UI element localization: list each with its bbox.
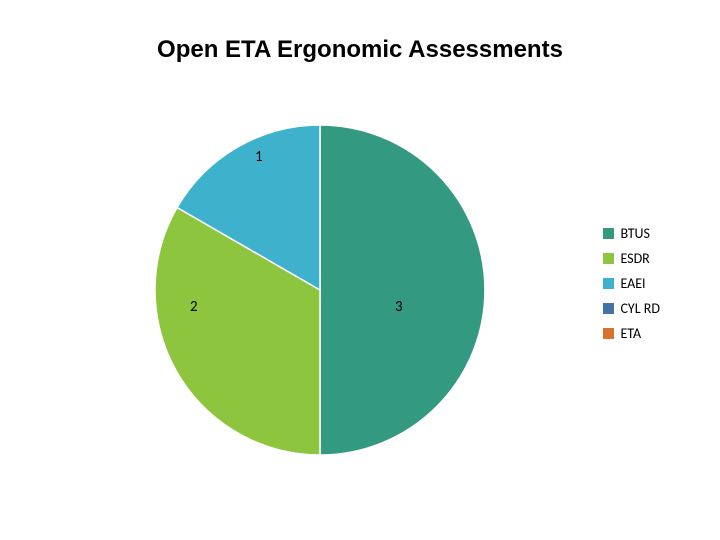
slice-label-esdr: 2 [190, 298, 198, 316]
legend-label: CYL RD [620, 300, 660, 317]
pie-chart: 3 2 1 [150, 100, 490, 440]
legend-item-btus: BTUS [603, 225, 660, 242]
legend-swatch-icon [603, 253, 614, 264]
legend-swatch-icon [603, 328, 614, 339]
slice-label-eaei: 1 [255, 148, 263, 166]
legend-item-eta: ETA [603, 325, 660, 342]
pie-slice-btus [320, 125, 485, 455]
legend-item-cyl-rd: CYL RD [603, 300, 660, 317]
legend-label: ETA [620, 325, 641, 342]
pie-svg [150, 100, 490, 480]
legend-label: BTUS [620, 225, 650, 242]
legend-label: ESDR [620, 250, 649, 267]
legend-swatch-icon [603, 228, 614, 239]
legend-swatch-icon [603, 303, 614, 314]
slice-label-btus: 3 [395, 298, 403, 316]
legend-item-eaei: EAEI [603, 275, 660, 292]
legend-label: EAEI [620, 275, 645, 292]
legend: BTUS ESDR EAEI CYL RD ETA [603, 225, 660, 350]
legend-item-esdr: ESDR [603, 250, 660, 267]
legend-swatch-icon [603, 278, 614, 289]
chart-title: Open ETA Ergonomic Assessments [0, 36, 720, 64]
